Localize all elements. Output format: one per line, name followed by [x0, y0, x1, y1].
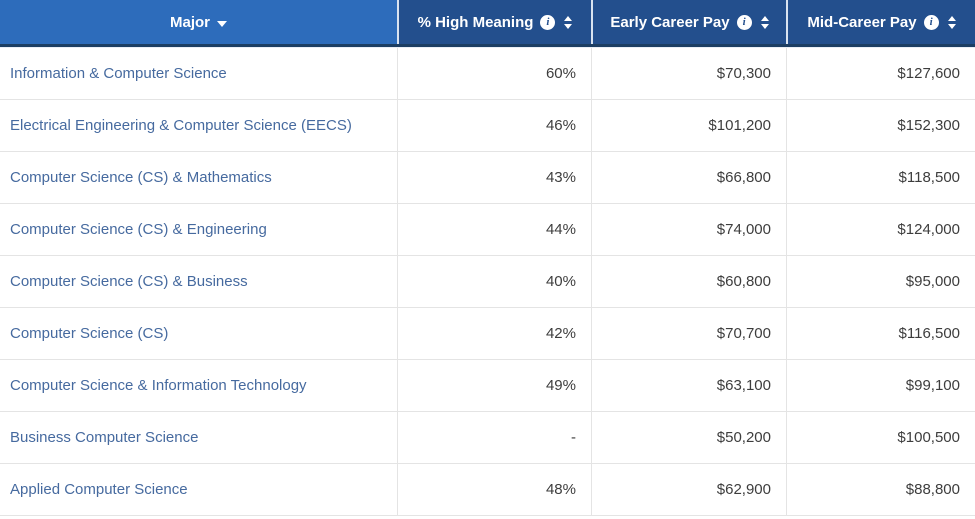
- caret-down-icon: [217, 20, 227, 27]
- mid-career-pay-value: $99,100: [786, 360, 975, 411]
- major-cell: Computer Science (CS) & Engineering: [0, 204, 397, 255]
- table-row: Business Computer Science - $50,200 $100…: [0, 412, 975, 464]
- major-link[interactable]: Applied Computer Science: [10, 481, 188, 498]
- mid-career-pay-value: $116,500: [786, 308, 975, 359]
- table-row: Computer Science (CS) & Business 40% $60…: [0, 256, 975, 308]
- high-meaning-value: 43%: [397, 152, 591, 203]
- early-career-pay-value: $66,800: [591, 152, 786, 203]
- early-career-pay-value: $50,200: [591, 412, 786, 463]
- major-link[interactable]: Computer Science (CS) & Engineering: [10, 221, 267, 238]
- mid-career-pay-value: $124,000: [786, 204, 975, 255]
- major-link[interactable]: Business Computer Science: [10, 429, 199, 446]
- early-career-pay-value: $74,000: [591, 204, 786, 255]
- major-cell: Business Computer Science: [0, 412, 397, 463]
- sort-down-triangle: [760, 23, 769, 29]
- major-cell: Information & Computer Science: [0, 48, 397, 99]
- high-meaning-value: 42%: [397, 308, 591, 359]
- sort-up-triangle: [564, 15, 573, 21]
- high-meaning-value: 40%: [397, 256, 591, 307]
- column-header-high-meaning-label: % High Meaning: [417, 13, 534, 31]
- major-cell: Applied Computer Science: [0, 464, 397, 515]
- info-icon[interactable]: i: [736, 14, 752, 30]
- info-icon[interactable]: i: [540, 14, 556, 30]
- early-career-pay-value: $63,100: [591, 360, 786, 411]
- major-cell: Computer Science & Information Technolog…: [0, 360, 397, 411]
- major-link[interactable]: Computer Science (CS) & Mathematics: [10, 169, 272, 186]
- high-meaning-value: 46%: [397, 100, 591, 151]
- major-link[interactable]: Information & Computer Science: [10, 65, 227, 82]
- major-link[interactable]: Computer Science (CS) & Business: [10, 273, 248, 290]
- early-career-pay-value: $62,900: [591, 464, 786, 515]
- column-header-early-career-pay-label: Early Career Pay: [610, 13, 730, 31]
- mid-career-pay-value: $118,500: [786, 152, 975, 203]
- high-meaning-value: 48%: [397, 464, 591, 515]
- mid-career-pay-value: $95,000: [786, 256, 975, 307]
- column-header-early-career-pay[interactable]: Early Career Pay i: [591, 0, 786, 44]
- early-career-pay-value: $101,200: [591, 100, 786, 151]
- table-row: Applied Computer Science 48% $62,900 $88…: [0, 464, 975, 516]
- sort-updown-icon[interactable]: [760, 15, 769, 29]
- high-meaning-value: 44%: [397, 204, 591, 255]
- table-row: Computer Science (CS) & Mathematics 43% …: [0, 152, 975, 204]
- info-icon[interactable]: i: [923, 14, 939, 30]
- sort-down-triangle: [947, 23, 956, 29]
- sort-up-triangle: [947, 15, 956, 21]
- table-row: Computer Science (CS) 42% $70,700 $116,5…: [0, 308, 975, 360]
- high-meaning-value: -: [397, 412, 591, 463]
- mid-career-pay-value: $88,800: [786, 464, 975, 515]
- table-row: Computer Science & Information Technolog…: [0, 360, 975, 412]
- sort-down-triangle: [564, 23, 573, 29]
- column-header-high-meaning[interactable]: % High Meaning i: [397, 0, 591, 44]
- high-meaning-value: 49%: [397, 360, 591, 411]
- column-header-mid-career-pay-label: Mid-Career Pay: [807, 13, 917, 31]
- table-row: Information & Computer Science 60% $70,3…: [0, 48, 975, 100]
- major-link[interactable]: Computer Science (CS): [10, 325, 169, 342]
- table-row: Computer Science (CS) & Engineering 44% …: [0, 204, 975, 256]
- sort-up-triangle: [760, 15, 769, 21]
- column-header-mid-career-pay[interactable]: Mid-Career Pay i: [786, 0, 975, 44]
- major-link[interactable]: Electrical Engineering & Computer Scienc…: [10, 117, 352, 134]
- sort-updown-icon[interactable]: [947, 15, 956, 29]
- table-header-row: Major % High Meaning i Early Career Pay …: [0, 0, 975, 47]
- sort-updown-icon[interactable]: [564, 15, 573, 29]
- early-career-pay-value: $70,700: [591, 308, 786, 359]
- early-career-pay-value: $70,300: [591, 48, 786, 99]
- mid-career-pay-value: $100,500: [786, 412, 975, 463]
- mid-career-pay-value: $152,300: [786, 100, 975, 151]
- major-cell: Electrical Engineering & Computer Scienc…: [0, 100, 397, 151]
- column-header-major-label: Major: [169, 13, 210, 31]
- high-meaning-value: 60%: [397, 48, 591, 99]
- table-row: Electrical Engineering & Computer Scienc…: [0, 100, 975, 152]
- major-cell: Computer Science (CS) & Business: [0, 256, 397, 307]
- major-cell: Computer Science (CS) & Mathematics: [0, 152, 397, 203]
- major-cell: Computer Science (CS): [0, 308, 397, 359]
- early-career-pay-value: $60,800: [591, 256, 786, 307]
- column-header-major[interactable]: Major: [0, 0, 397, 44]
- table-body: Information & Computer Science 60% $70,3…: [0, 47, 975, 516]
- mid-career-pay-value: $127,600: [786, 48, 975, 99]
- major-link[interactable]: Computer Science & Information Technolog…: [10, 377, 307, 394]
